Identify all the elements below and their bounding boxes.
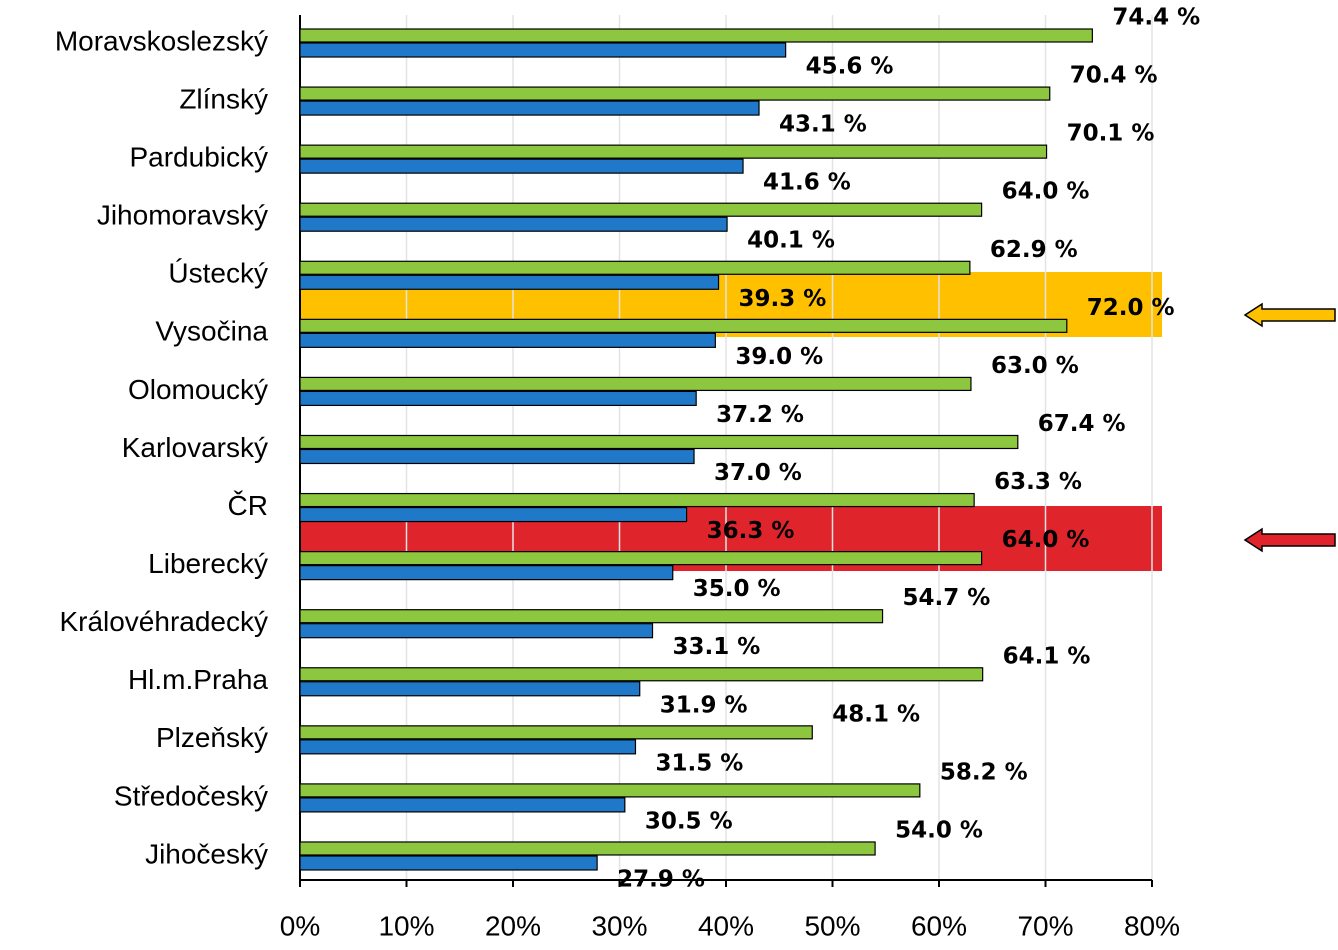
value-label: 31.5 %: [655, 750, 743, 776]
value-label: 33.1 %: [673, 634, 761, 660]
bar: [299, 158, 744, 174]
value-label: 37.2 %: [716, 402, 804, 428]
arrow: [1243, 527, 1336, 553]
bar: [299, 100, 760, 116]
bar: [299, 609, 884, 624]
category-label: Hl.m.Praha: [128, 664, 268, 695]
value-label: 70.4 %: [1070, 63, 1158, 89]
bar: [299, 390, 697, 407]
value-label: 39.3 %: [739, 286, 827, 312]
value-label: 41.6 %: [763, 170, 851, 196]
bar: [299, 492, 975, 508]
value-label: 70.1 %: [1067, 121, 1155, 147]
bar: [299, 565, 674, 581]
bar: [299, 318, 1068, 333]
x-tick-label: 10%: [378, 910, 434, 941]
value-label: 40.1 %: [747, 228, 835, 254]
value-label: 31.9 %: [660, 692, 748, 718]
value-label: 58.2 %: [940, 759, 1028, 785]
category-label: Královéhradecký: [59, 606, 268, 637]
bar: [299, 855, 598, 871]
arrow: [1243, 302, 1336, 328]
category-label: Olomoucký: [128, 374, 268, 405]
bar: [299, 260, 971, 275]
category-label: ČR: [228, 490, 268, 521]
value-label: 64.1 %: [1003, 643, 1091, 669]
category-label: Liberecký: [148, 548, 268, 579]
value-label: 63.0 %: [991, 353, 1079, 379]
x-tick-label: 80%: [1124, 910, 1180, 941]
category-label: Karlovarský: [122, 432, 268, 463]
category-label: Středočeský: [114, 780, 268, 811]
value-label: 39.0 %: [735, 344, 823, 370]
x-tick-label: 30%: [591, 910, 647, 941]
bar: [299, 506, 688, 523]
bar: [299, 28, 1093, 43]
value-label: 63.3 %: [994, 469, 1082, 495]
bar: [299, 332, 716, 348]
bar: [299, 841, 876, 856]
bar: [299, 739, 637, 755]
value-label: 35.0 %: [693, 576, 781, 602]
bar: [299, 216, 728, 232]
bar: [299, 623, 654, 639]
bar: [299, 681, 641, 697]
category-label: Plzeňský: [156, 722, 268, 753]
category-label: Vysočina: [155, 316, 268, 347]
value-label: 64.0 %: [1002, 527, 1090, 553]
category-label: Pardubický: [129, 142, 268, 173]
bar: [299, 86, 1051, 101]
x-tick-label: 20%: [485, 910, 541, 941]
bar: [299, 448, 695, 465]
x-tick-label: 60%: [911, 910, 967, 941]
value-label: 37.0 %: [714, 460, 802, 486]
bar: [299, 667, 984, 682]
x-tick-label: 70%: [1017, 910, 1073, 941]
value-label: 36.3 %: [707, 518, 795, 544]
bar: [299, 376, 972, 392]
x-tick-label: 40%: [698, 910, 754, 941]
x-tick-label: 50%: [804, 910, 860, 941]
bar: [299, 434, 1019, 450]
bar: [299, 725, 813, 740]
value-label: 48.1 %: [832, 701, 920, 727]
value-label: 62.9 %: [990, 237, 1078, 263]
category-label: Jihočeský: [145, 838, 268, 869]
bar: [299, 783, 921, 798]
category-label: Moravskoslezský: [55, 25, 268, 56]
value-label: 54.7 %: [903, 585, 991, 611]
bar: [299, 274, 720, 290]
value-label: 67.4 %: [1038, 411, 1126, 437]
category-label: Zlínský: [179, 83, 268, 114]
value-label: 54.0 %: [895, 817, 983, 843]
value-label: 64.0 %: [1002, 179, 1090, 205]
bar: [299, 144, 1048, 159]
value-label: 30.5 %: [645, 808, 733, 834]
x-tick-label: 0%: [280, 910, 320, 941]
value-label: 74.4 %: [1112, 5, 1200, 31]
bar: [299, 42, 787, 58]
bar: [299, 202, 983, 217]
category-label: Ústecký: [168, 258, 268, 289]
value-label: 72.0 %: [1087, 295, 1175, 321]
value-label: 43.1 %: [779, 112, 867, 138]
value-label: 45.6 %: [806, 54, 894, 80]
bar: [299, 551, 983, 566]
bar: [299, 797, 626, 813]
value-label: 27.9 %: [617, 866, 705, 892]
category-label: Jihomoravský: [97, 200, 268, 231]
